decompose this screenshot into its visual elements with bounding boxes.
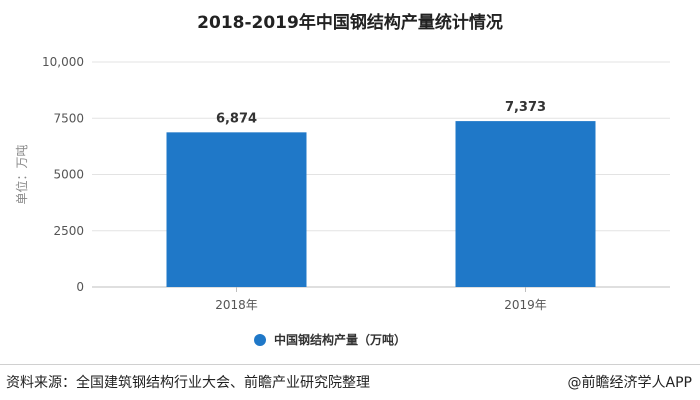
- brand-credit: @前瞻经济学人APP: [567, 375, 692, 391]
- data-label: 6,874: [216, 111, 257, 126]
- bar: [166, 132, 307, 287]
- footer-divider: [0, 364, 700, 365]
- legend-label: 中国钢结构产量（万吨）: [274, 332, 406, 347]
- x-tick-label: 2019年: [504, 298, 547, 312]
- data-label: 7,373: [505, 100, 546, 115]
- y-tick-label: 0: [76, 280, 84, 294]
- x-tick-label: 2018年: [215, 298, 258, 312]
- y-tick-label: 2500: [53, 224, 84, 238]
- bar: [455, 121, 596, 287]
- source-note: 资料来源：全国建筑钢结构行业大会、前瞻产业研究院整理: [6, 375, 370, 391]
- y-axis-title: 单位：万吨: [14, 144, 29, 204]
- legend-marker: [254, 334, 266, 346]
- y-tick-label: 10,000: [42, 55, 84, 69]
- y-tick-label: 7500: [53, 111, 84, 125]
- chart-title: 2018-2019年中国钢结构产量统计情况: [197, 13, 503, 33]
- y-tick-label: 5000: [53, 168, 84, 182]
